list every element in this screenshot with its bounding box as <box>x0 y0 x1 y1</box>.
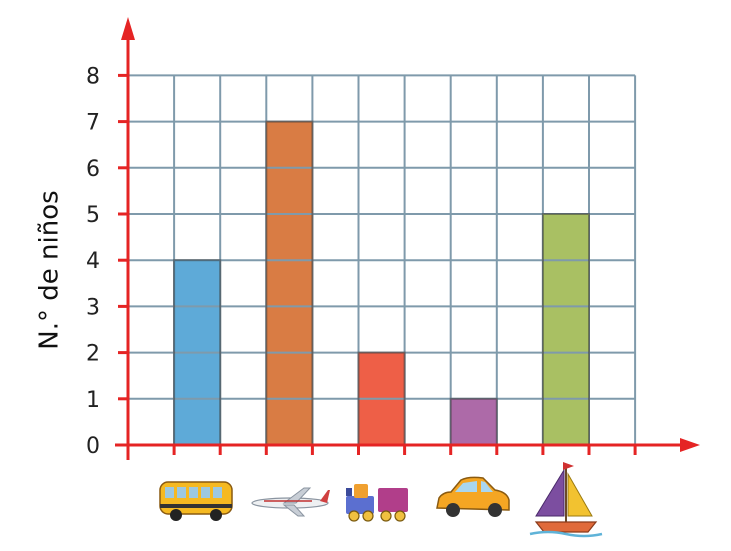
y-tick-labels: 0 1 2 3 4 5 6 7 8 <box>86 64 100 459</box>
train-wheel <box>380 510 392 522</box>
car-body <box>436 476 510 511</box>
plane-tail <box>320 490 330 503</box>
train-cab <box>354 484 368 498</box>
airplane-icon <box>251 487 330 517</box>
y-axis-arrow <box>121 17 135 40</box>
y-tick-label: 5 <box>86 203 100 228</box>
category-icons <box>159 462 603 538</box>
bar-sailboat <box>542 214 589 445</box>
x-axis-arrow <box>680 438 700 452</box>
bus-wheel <box>210 509 222 521</box>
y-tick-label: 7 <box>86 111 100 136</box>
train-wheel <box>394 510 406 522</box>
train-car <box>378 488 408 512</box>
train-icon <box>346 484 408 522</box>
car-wheel <box>488 503 502 517</box>
y-tick-label: 3 <box>86 295 100 320</box>
bus-window <box>201 487 210 498</box>
plane-wing <box>282 487 312 504</box>
train-engine <box>346 496 374 514</box>
bus-icon <box>159 481 233 521</box>
bus-window <box>165 487 174 498</box>
sail-left <box>535 468 565 517</box>
train-wheel <box>348 510 360 522</box>
y-tick-label: 2 <box>86 342 100 367</box>
train-wheel <box>362 510 374 522</box>
y-tick-label: 6 <box>86 157 100 182</box>
y-tick-label: 1 <box>86 388 100 413</box>
flag <box>563 462 574 470</box>
plane-wing <box>282 504 306 517</box>
sail-right <box>567 472 593 517</box>
bars <box>173 120 591 447</box>
car-window <box>455 481 477 492</box>
car-icon <box>436 476 510 517</box>
y-tick-label: 8 <box>86 64 100 89</box>
y-tick-label: 4 <box>86 249 100 274</box>
car-window <box>481 481 493 492</box>
hull <box>534 521 598 533</box>
axes <box>115 17 700 460</box>
bus-window <box>213 487 222 498</box>
bus-window <box>177 487 186 498</box>
bar-airplane <box>266 121 313 445</box>
bar-car <box>450 398 497 445</box>
sailboat-icon <box>529 462 603 538</box>
y-axis-label: N.° de niños <box>35 190 65 349</box>
water <box>529 530 603 538</box>
bus-stripe <box>160 504 232 508</box>
bus-window <box>189 487 198 498</box>
car-wheel <box>446 503 460 517</box>
bus-wheel <box>170 509 182 521</box>
train-chimney <box>346 488 352 496</box>
y-tick-label: 0 <box>86 434 100 459</box>
